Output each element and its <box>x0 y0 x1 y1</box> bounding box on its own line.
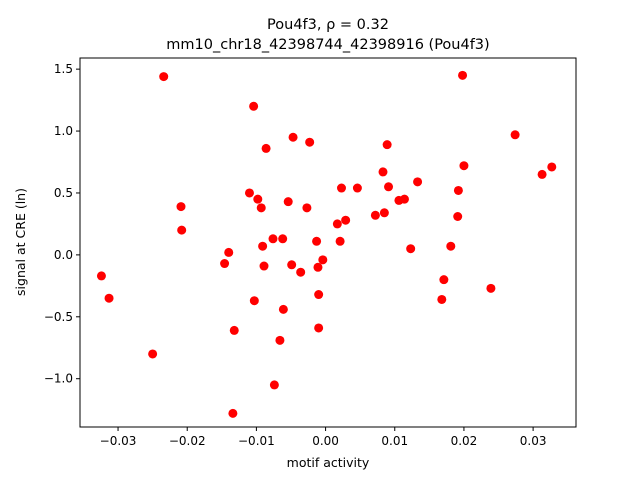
data-point <box>437 294 447 304</box>
y-tick-label: −1.0 <box>44 372 73 386</box>
data-point <box>413 177 423 187</box>
data-point <box>312 236 322 246</box>
data-point <box>453 212 463 221</box>
data-point <box>384 182 394 192</box>
y-tick-label: 0.0 <box>54 248 73 262</box>
data-point <box>547 162 557 172</box>
data-points <box>96 70 557 418</box>
data-point <box>283 197 293 207</box>
data-point <box>104 293 114 303</box>
x-tick-label: 0.01 <box>381 434 408 448</box>
data-point <box>537 169 547 179</box>
data-point <box>318 255 328 265</box>
data-point <box>278 304 288 314</box>
y-tick-label: 1.0 <box>54 124 73 138</box>
data-point <box>244 188 254 198</box>
data-point <box>459 161 469 171</box>
y-axis-label: signal at CRE (ln) <box>13 188 28 296</box>
data-point <box>379 208 389 218</box>
data-point <box>288 132 298 142</box>
x-tick-label: 0.03 <box>520 434 547 448</box>
plot-area-frame <box>79 57 577 428</box>
data-point <box>269 380 279 390</box>
data-point <box>259 261 269 271</box>
data-point <box>370 210 380 220</box>
x-tick-label: −0.02 <box>169 434 206 448</box>
data-point <box>224 247 234 257</box>
data-point <box>406 244 416 254</box>
data-point <box>399 194 409 204</box>
chart-title-line1: Pou4f3, ρ = 0.32 <box>267 17 389 33</box>
data-point <box>253 194 263 204</box>
data-point <box>352 183 362 193</box>
x-tick-label: 0.00 <box>312 434 339 448</box>
data-point <box>439 275 449 285</box>
data-point <box>278 234 288 244</box>
data-point <box>177 225 187 235</box>
data-point <box>176 202 186 212</box>
data-point <box>249 101 259 111</box>
data-point <box>332 219 342 229</box>
data-point <box>220 259 230 269</box>
data-point <box>446 241 456 251</box>
data-point <box>382 140 392 150</box>
x-tick-label: 0.02 <box>451 434 478 448</box>
data-point <box>486 283 496 293</box>
data-point <box>378 167 388 177</box>
data-point <box>159 72 169 82</box>
y-tick-label: 0.5 <box>54 186 73 200</box>
x-axis-ticks: −0.03 −0.02 −0.01 0.00 0.01 0.02 0.03 <box>100 427 547 448</box>
data-point <box>341 215 351 225</box>
data-point <box>335 236 345 246</box>
data-point <box>336 183 346 193</box>
data-point <box>258 241 268 251</box>
data-point <box>275 335 285 345</box>
x-tick-label: −0.03 <box>100 434 137 448</box>
y-tick-label: −0.5 <box>44 310 73 324</box>
data-point <box>313 262 323 272</box>
data-point <box>268 234 278 244</box>
data-point <box>510 130 520 140</box>
data-point <box>458 70 468 80</box>
data-point <box>314 323 324 333</box>
data-point <box>96 271 106 281</box>
y-tick-label: 1.5 <box>54 62 73 76</box>
chart-title-line2: mm10_chr18_42398744_42398916 (Pou4f3) <box>166 37 489 53</box>
data-point <box>261 143 271 153</box>
data-point <box>228 408 238 418</box>
x-tick-label: −0.01 <box>238 434 275 448</box>
data-point <box>148 349 158 359</box>
data-point <box>302 203 312 213</box>
data-point <box>305 137 315 147</box>
data-point <box>256 203 266 213</box>
x-axis-label: motif activity <box>287 455 370 470</box>
data-point <box>453 185 463 195</box>
y-axis-ticks: −1.0 −0.5 0.0 0.5 1.0 1.5 <box>44 62 80 386</box>
data-point <box>314 290 324 300</box>
data-point <box>287 260 297 270</box>
data-point <box>296 267 306 277</box>
data-point <box>249 296 259 306</box>
data-point <box>229 325 239 335</box>
